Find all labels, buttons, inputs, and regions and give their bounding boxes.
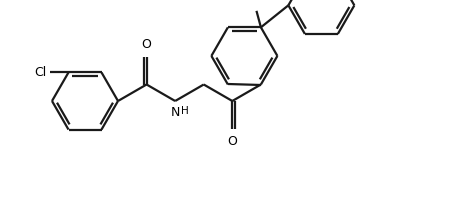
Text: O: O xyxy=(227,135,237,148)
Text: N: N xyxy=(170,106,180,119)
Text: O: O xyxy=(142,37,151,51)
Text: Cl: Cl xyxy=(34,66,46,79)
Text: H: H xyxy=(181,106,189,116)
